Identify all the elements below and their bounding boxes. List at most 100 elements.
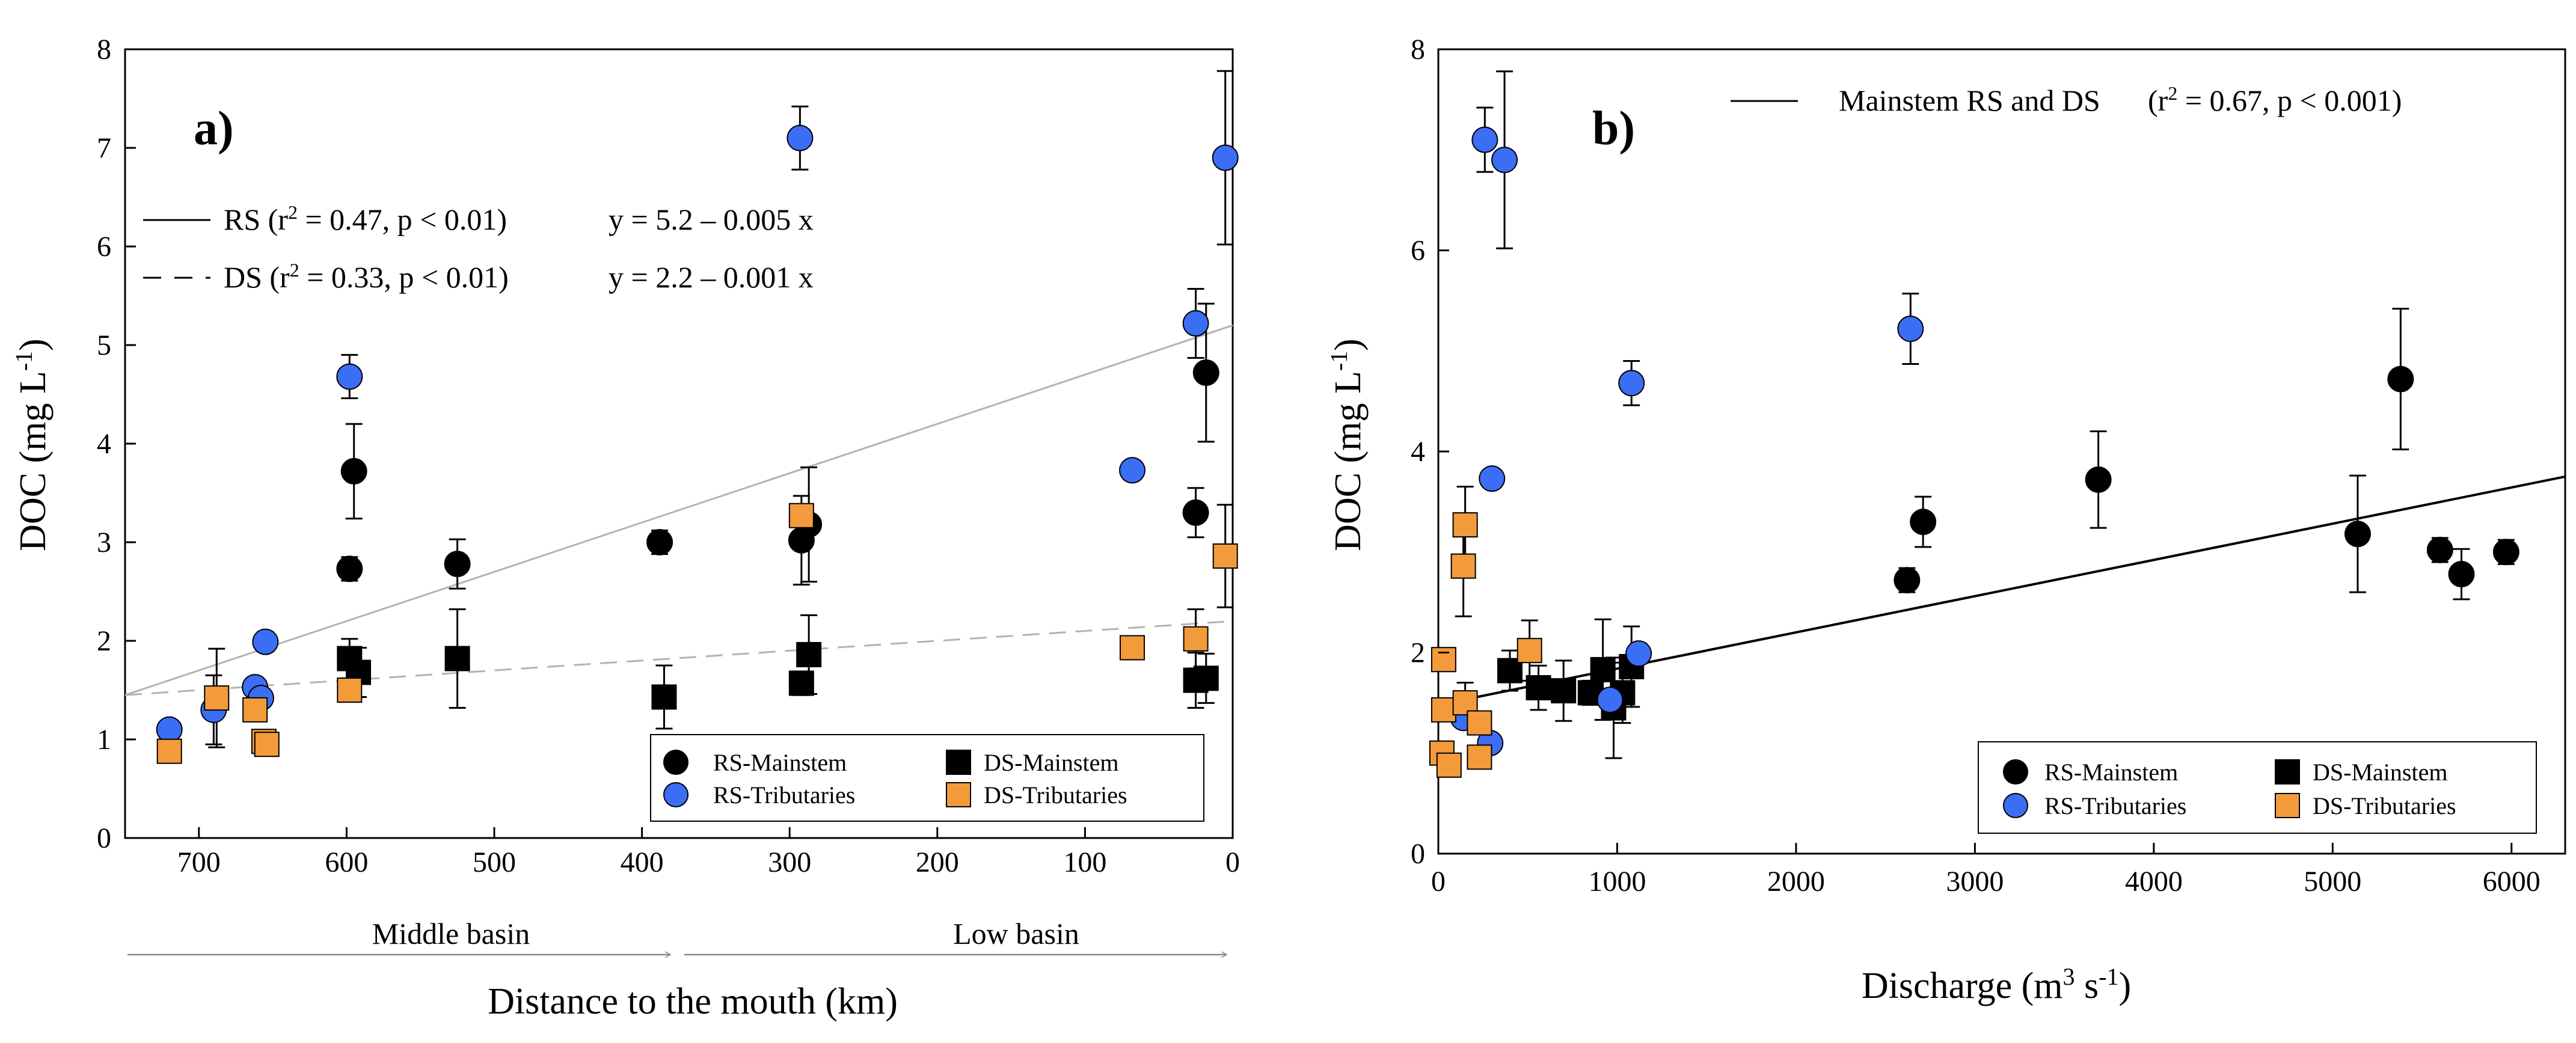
- point-rs-tributaries: [1212, 144, 1239, 171]
- y-tick-label: 4: [1411, 436, 1425, 468]
- point-rs-mainstem: [340, 457, 367, 485]
- panel-b-legend-rs-tributaries-marker: [2003, 793, 2028, 818]
- point-ds-tributaries: [1450, 553, 1476, 579]
- panel-a-fit-lines: [124, 324, 1233, 696]
- x-tick-label: 6000: [2483, 866, 2541, 898]
- panel-a-region-middle-basin: Middle basin: [372, 917, 530, 950]
- point-ds-tributaries: [1467, 710, 1492, 736]
- point-ds-mainstem: [1497, 658, 1523, 684]
- point-ds-mainstem: [1551, 678, 1577, 704]
- y-tick-label: 7: [97, 132, 111, 164]
- point-rs-mainstem: [336, 555, 363, 583]
- x-tick-label: 1000: [1588, 866, 1646, 898]
- point-rs-mainstem: [1192, 359, 1219, 386]
- x-tick-label: 400: [621, 846, 664, 878]
- panel-a-legend-rs-mainstem: RS-Mainstem: [713, 749, 847, 776]
- point-rs-mainstem: [444, 551, 471, 578]
- panel-a: 0 1 2 3 4 5 6 7 8 700 600 500 400 300 200 100 0 a) RS (…: [10, 34, 1240, 1022]
- point-rs-mainstem: [2344, 521, 2371, 548]
- point-rs-tributaries: [336, 363, 363, 390]
- panel-a-plot-frame: [124, 48, 1234, 839]
- panel-a-y-axis-label: DOC (mg L-1): [10, 338, 54, 551]
- x-tick-label: 4000: [2125, 866, 2183, 898]
- x-tick-label: 300: [768, 846, 811, 878]
- point-rs-mainstem: [2387, 366, 2414, 393]
- point-ds-mainstem: [444, 646, 470, 671]
- point-rs-mainstem: [1894, 567, 1921, 594]
- point-ds-tributaries: [156, 738, 182, 764]
- panel-a-legend-rs-tributaries: RS-Tributaries: [713, 781, 855, 809]
- point-ds-mainstem: [651, 684, 677, 710]
- panel-a-legend-ds-mainstem: DS-Mainstem: [984, 749, 1118, 776]
- x-tick-label: 3000: [1946, 866, 2004, 898]
- panel-a-region-low-basin: Low basin: [953, 917, 1079, 950]
- point-rs-mainstem: [2492, 539, 2519, 566]
- panel-b-fit-stats: (r2 = 0.67, p < 0.001): [2148, 82, 2402, 117]
- y-tick-label: 6: [97, 231, 111, 263]
- panel-b-x-axis-label: Discharge (m3 s-1): [1862, 963, 2131, 1007]
- x-tick-label: 200: [916, 846, 959, 878]
- point-rs-mainstem: [2426, 536, 2453, 563]
- point-rs-tributaries: [252, 628, 279, 655]
- point-rs-tributaries: [1618, 370, 1645, 397]
- point-ds-mainstem: [1590, 656, 1616, 682]
- panel-b: 0 2 4 6 8 0 1000 2000 3000 4000 5000 6000 b) Mains…: [1325, 34, 2566, 1006]
- panel-b-label: b): [1592, 102, 1635, 155]
- panel-b-legend-box: [1978, 741, 2537, 834]
- panel-a-rs-fit-equation: y = 5.2 – 0.005 x: [609, 203, 814, 236]
- panel-b-legend-rs-mainstem: RS-Mainstem: [2044, 759, 2178, 786]
- panel-a-rs-fit-label: RS (r2 = 0.47, p < 0.01): [224, 201, 507, 236]
- x-tick-label: 2000: [1767, 866, 1825, 898]
- point-ds-tributaries: [1183, 626, 1209, 652]
- x-tick-label: 100: [1063, 846, 1106, 878]
- x-tick-label: 600: [325, 846, 368, 878]
- point-rs-tributaries: [1897, 315, 1924, 342]
- point-ds-mainstem: [788, 670, 814, 696]
- point-ds-mainstem: [796, 641, 822, 667]
- point-ds-tributaries: [242, 697, 268, 723]
- y-tick-label: 4: [97, 428, 111, 460]
- panel-b-legend-ds-mainstem: DS-Mainstem: [2313, 759, 2447, 786]
- panel-a-legend-box: [650, 734, 1204, 822]
- panel-b-fit-label: Mainstem RS and DS: [1839, 84, 2100, 117]
- point-ds-tributaries: [1212, 543, 1238, 569]
- panel-b-legend-ds-tributaries: DS-Tributaries: [2313, 792, 2456, 819]
- point-rs-tributaries: [787, 124, 814, 151]
- x-tick-label: 700: [177, 846, 221, 878]
- panel-b-legend: RS-Mainstem DS-Mainstem RS-Tributaries D…: [1978, 741, 2537, 834]
- point-rs-tributaries: [156, 716, 183, 743]
- point-ds-tributaries: [1436, 752, 1462, 778]
- point-ds-tributaries: [1431, 697, 1456, 723]
- panel-a-x-axis: 700 600 500 400 300 200 100 0: [177, 827, 1240, 878]
- panel-b-y-axis: 0 2 4 6 8: [1411, 34, 1449, 870]
- x-tick-label: 5000: [2304, 866, 2361, 898]
- point-ds-tributaries: [1467, 744, 1492, 770]
- y-tick-label: 2: [1411, 637, 1425, 669]
- y-tick-label: 0: [97, 822, 111, 854]
- panel-a-error-bars: [205, 70, 1234, 748]
- point-ds-tributaries: [1431, 647, 1456, 673]
- point-rs-mainstem: [1182, 499, 1209, 526]
- point-ds-mainstem: [1526, 675, 1551, 701]
- point-rs-tributaries: [1182, 310, 1209, 337]
- panel-b-plot-frame: [1437, 48, 2566, 855]
- panel-a-x-axis-label: Distance to the mouth (km): [488, 981, 898, 1022]
- y-tick-label: 5: [97, 329, 111, 361]
- panel-b-legend-rs-mainstem-marker: [2003, 759, 2028, 785]
- point-ds-tributaries: [254, 732, 280, 757]
- panel-a-legend-ds-tributaries-marker: [946, 782, 971, 807]
- panel-b-legend-rs-tributaries: RS-Tributaries: [2044, 792, 2186, 819]
- panel-a-label: a): [194, 102, 234, 155]
- point-ds-tributaries: [204, 685, 230, 711]
- y-tick-label: 1: [97, 724, 111, 756]
- panel-a-legend-rs-mainstem-marker: [663, 750, 688, 775]
- point-rs-tributaries: [1479, 465, 1506, 492]
- point-rs-mainstem: [646, 529, 673, 555]
- panel-a-legend: RS-Mainstem DS-Mainstem RS-Tributaries D…: [650, 734, 1204, 822]
- x-tick-label: 0: [1431, 866, 1446, 898]
- point-ds-tributaries: [788, 503, 814, 528]
- point-rs-tributaries: [1118, 457, 1145, 484]
- panel-a-y-axis: 0 1 2 3 4 5 6 7 8: [97, 34, 136, 854]
- panel-a-ds-fit-label: DS (r2 = 0.33, p < 0.01): [224, 259, 509, 294]
